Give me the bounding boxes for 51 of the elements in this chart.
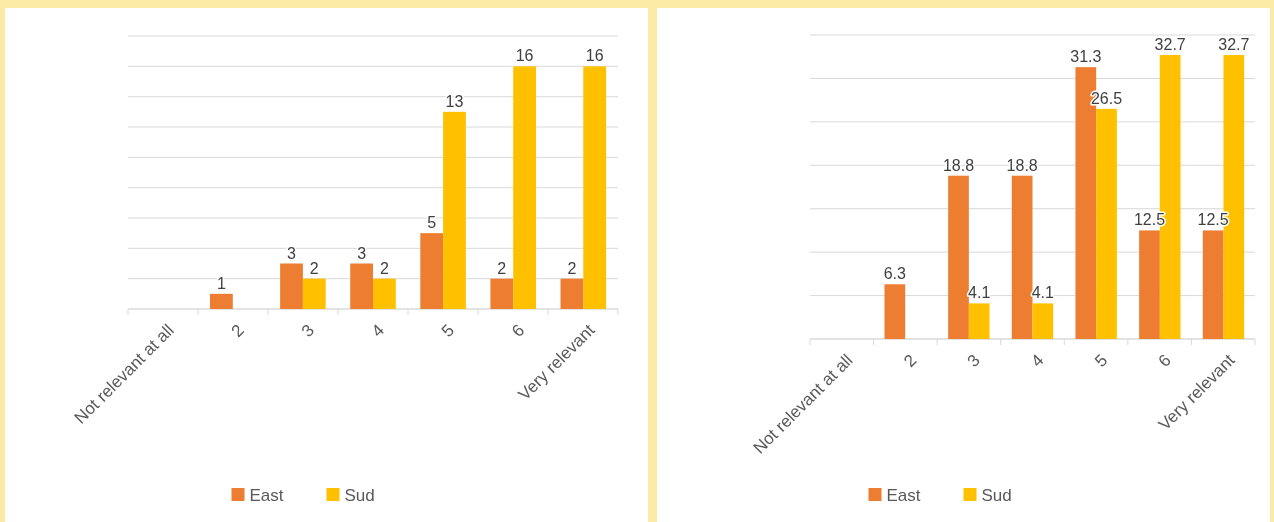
data-label: 32.7: [1154, 35, 1186, 53]
x-tick-label: 4: [367, 320, 389, 341]
data-label: 1: [216, 274, 226, 292]
bar: [1096, 108, 1117, 339]
legend-label: Sud: [981, 485, 1012, 505]
data-label: 18.8: [1006, 156, 1038, 174]
data-label: 6.3: [883, 265, 907, 283]
x-tick-label: 6: [508, 320, 529, 341]
bar: [884, 284, 906, 339]
bar: [1032, 303, 1054, 339]
bar: [583, 66, 607, 309]
bar: [1139, 230, 1160, 339]
bar: [948, 175, 969, 339]
x-tick-label: 3: [297, 320, 318, 341]
legend-label: East: [249, 485, 284, 505]
x-tick-label: 5: [1091, 350, 1112, 371]
x-tick-label: 2: [900, 350, 921, 371]
data-label: 31.3: [1070, 48, 1102, 66]
data-label: 16: [515, 47, 534, 65]
bar: [373, 278, 396, 309]
bar: [443, 111, 466, 309]
bar: [1011, 175, 1033, 339]
bar: [490, 278, 514, 309]
bar: [968, 303, 990, 339]
data-label: 16: [585, 47, 604, 65]
bar: [1202, 230, 1224, 339]
data-label: 5: [427, 214, 437, 232]
legend-label: East: [886, 485, 921, 505]
bar: [350, 263, 373, 309]
data-label: 4.1: [1031, 284, 1055, 302]
data-label: 2: [379, 259, 389, 277]
data-label: 18.8: [942, 156, 975, 174]
bar: [513, 66, 536, 309]
x-tick-label: 3: [963, 350, 984, 371]
data-label: 13: [445, 92, 464, 110]
data-label: 2: [497, 259, 507, 277]
data-label: 2: [309, 259, 319, 277]
bar: [280, 263, 303, 309]
x-tick-label: 2: [227, 320, 248, 341]
bar: [420, 233, 444, 309]
bar: [302, 278, 326, 309]
x-tick-label: 5: [438, 320, 459, 341]
bar: [210, 293, 233, 309]
legend-label: Sud: [344, 485, 375, 505]
data-label: 3: [287, 244, 297, 262]
x-tick-label: 6: [1154, 350, 1175, 371]
data-label: 32.7: [1218, 35, 1250, 53]
data-label: 3: [357, 244, 367, 262]
data-label: 2: [567, 259, 577, 277]
x-tick-label: 4: [1027, 350, 1048, 371]
bar: [560, 278, 584, 309]
